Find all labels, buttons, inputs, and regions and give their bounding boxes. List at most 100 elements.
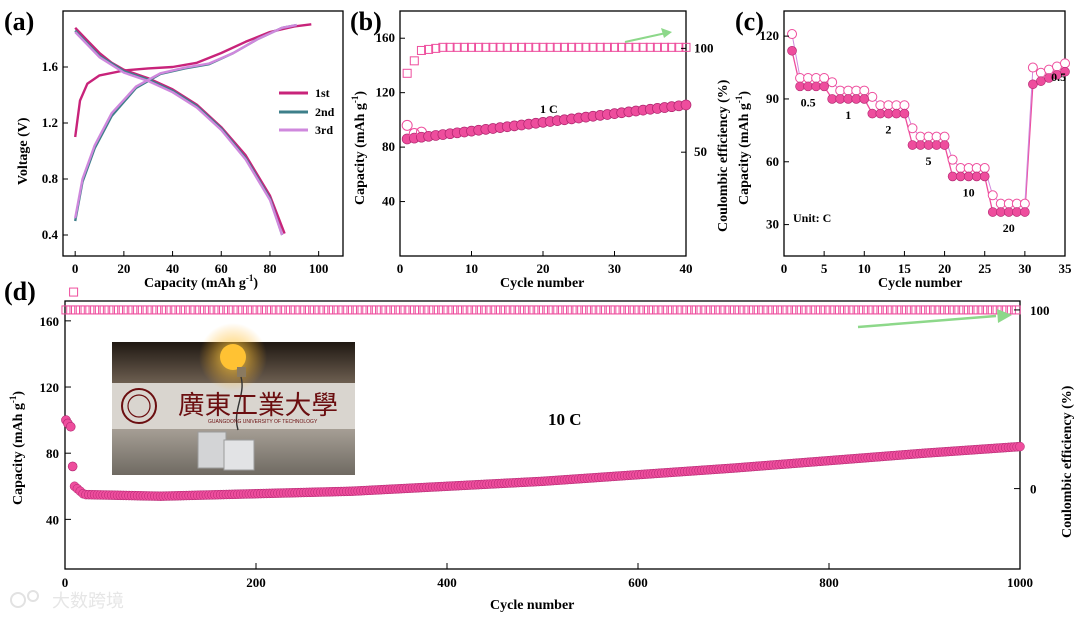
b-ce-point	[638, 42, 648, 52]
d-ce-point	[983, 305, 993, 315]
panel-a: (a) 0 20 40 60 80 100 0.4 0.8 1.2 1.6 1st 2nd 3rd…	[4, 7, 344, 291]
panel-b-letter: (b)	[350, 7, 382, 36]
c-point	[1012, 207, 1022, 217]
d-ce-point	[242, 305, 252, 315]
d-xtick-label: 200	[246, 575, 266, 590]
c-rate-label: 2	[885, 123, 891, 137]
d-ce-point	[495, 305, 505, 315]
c-point	[851, 94, 862, 104]
d-ce-point	[147, 305, 157, 315]
d-ce-point	[338, 305, 348, 315]
b-ce-point	[652, 42, 662, 52]
d-ce-point	[343, 305, 353, 315]
curve-1st-discharge	[74, 26, 286, 235]
a-xtick-label: 40	[166, 261, 179, 276]
d-ce-point	[844, 305, 854, 315]
c-point	[835, 94, 846, 104]
c-open-point	[939, 131, 950, 142]
d-ce-point	[567, 305, 577, 315]
d-ce-point	[572, 305, 582, 315]
b-ce-point	[624, 42, 634, 52]
d-ce-point	[190, 305, 200, 315]
c-ytick-label: 90	[766, 91, 779, 106]
c-open-point	[827, 77, 838, 88]
a-ytick-label: 0.8	[42, 171, 59, 186]
d-ce-point	[491, 305, 501, 315]
b-ce-point	[495, 42, 505, 52]
d-ce-point	[677, 305, 687, 315]
panel-b-ylabel-text: Capacity (mAh g	[353, 103, 368, 205]
curve-1st-charge	[74, 23, 312, 138]
d-ce-point	[782, 305, 792, 315]
d-ce-point	[634, 305, 644, 315]
b-ce-point	[559, 42, 569, 52]
d-capacity-point	[1015, 441, 1025, 452]
d-ce-point	[777, 305, 787, 315]
b-ce-point	[509, 42, 519, 52]
c-point	[947, 171, 958, 182]
d-ce-point	[873, 305, 883, 315]
panel-b-rate-label: 1 C	[540, 102, 558, 116]
d-ce-point	[481, 305, 491, 315]
d-ce-point	[763, 305, 773, 315]
d-ce-point	[204, 305, 214, 315]
c-open-point	[867, 91, 878, 102]
d-ce-point	[968, 305, 978, 315]
c-point	[811, 81, 821, 92]
d-ytick-label: 80	[46, 446, 59, 461]
d-ce-point	[515, 305, 525, 315]
legend-label-2nd: 2nd	[315, 105, 335, 119]
d-ce-point	[453, 305, 463, 315]
panel-d-ylabel-text: Capacity (mAh g	[11, 403, 26, 505]
c-point	[1028, 79, 1038, 90]
c-point	[803, 81, 813, 92]
d-ce-point	[309, 305, 319, 315]
d-ce-point	[429, 305, 439, 315]
d-ce-point	[620, 305, 630, 315]
panel-b-arrowhead	[661, 28, 672, 38]
d-ce-point	[94, 305, 104, 315]
panel-d-frame	[64, 300, 1021, 570]
d-ce-point	[663, 305, 673, 315]
c-point	[995, 207, 1006, 217]
c-point	[987, 207, 998, 217]
b-ce-point	[524, 42, 534, 52]
c-rate-label: 10	[963, 185, 975, 199]
panel-d-xlabel: Cycle number	[490, 598, 574, 613]
d-ce-point	[90, 305, 100, 315]
b-ce-point	[538, 42, 548, 52]
d-ce-point	[118, 305, 128, 315]
d-ce-point	[591, 305, 601, 315]
d-ce-point	[276, 305, 286, 315]
panel-b-ylabel-end: )	[353, 91, 368, 96]
d-ce-point	[682, 305, 692, 315]
panel-b-marks	[401, 42, 692, 145]
d-ce-point	[109, 305, 119, 315]
d-ce-point	[987, 305, 997, 315]
c-point	[883, 108, 894, 119]
d-ce-point	[529, 305, 539, 315]
d-ce-point	[672, 305, 682, 315]
c-point	[931, 140, 942, 150]
d-ce-point	[653, 305, 663, 315]
c-point	[875, 108, 886, 119]
d-ce-point	[381, 305, 391, 315]
d-ce-point	[271, 305, 281, 315]
d-ce-point	[639, 305, 649, 315]
curve-3rd-charge	[74, 23, 297, 219]
b-ce-point	[595, 42, 605, 52]
c-point	[1003, 207, 1014, 217]
d-ce-point	[362, 305, 372, 315]
a-ytick-label: 1.2	[42, 115, 58, 130]
d-ce-point	[796, 305, 806, 315]
watermark-text: 大数跨境	[52, 591, 124, 611]
b-ce-point	[674, 42, 684, 52]
c-open-point	[859, 85, 870, 96]
d-ce-point	[749, 305, 759, 315]
d-ce-point	[882, 305, 892, 315]
d-ce-point	[347, 305, 357, 315]
d-ce-point	[85, 305, 95, 315]
b-ce-point	[445, 42, 455, 52]
